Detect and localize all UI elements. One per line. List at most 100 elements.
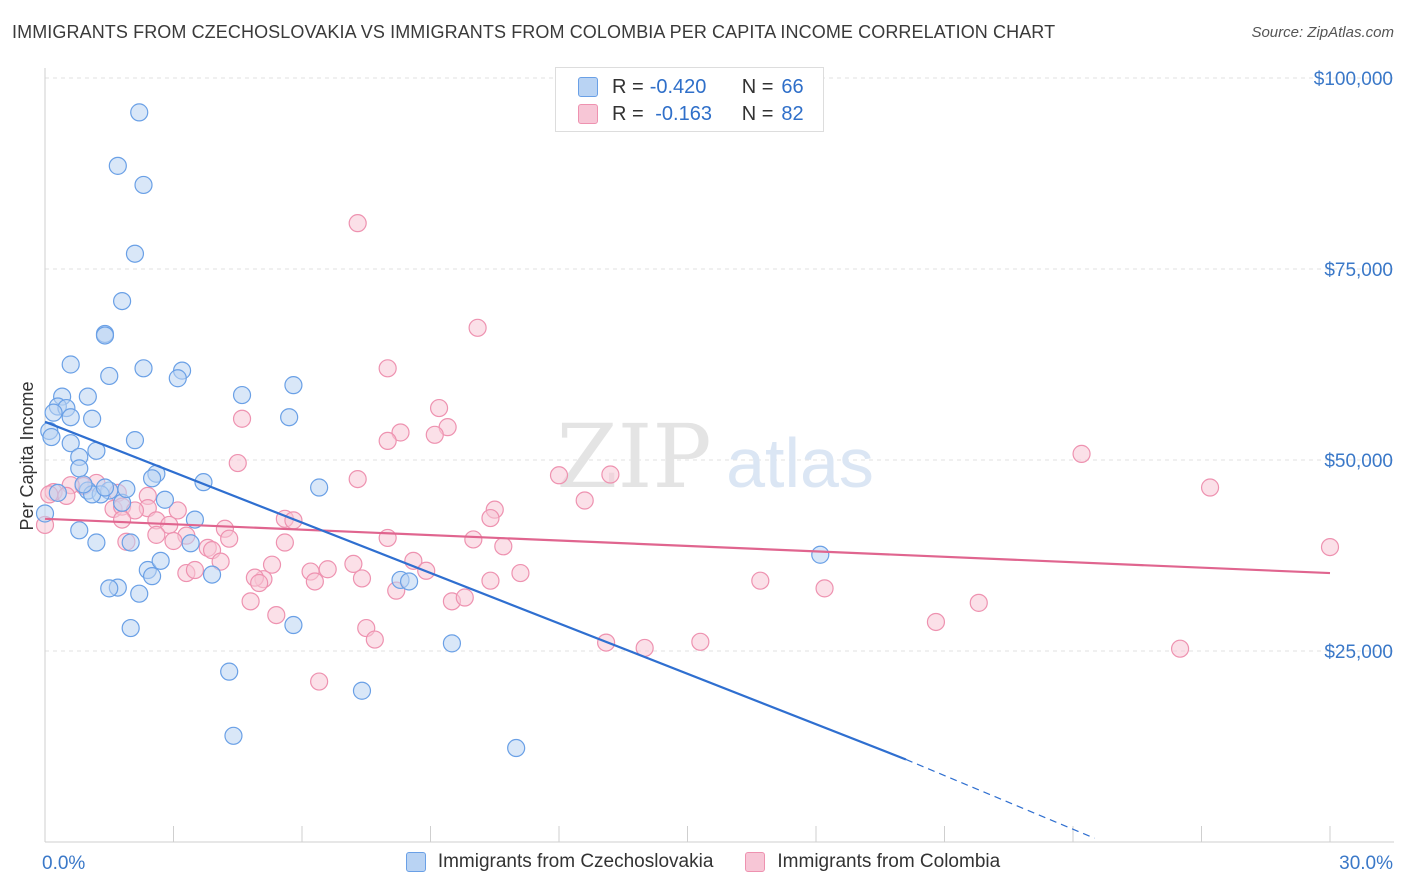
data-point	[121, 618, 140, 638]
legend-n-label: N =	[741, 102, 774, 125]
data-point	[455, 588, 474, 607]
data-point	[811, 545, 830, 564]
trend-line-czech	[44, 420, 907, 761]
data-point	[601, 465, 620, 484]
data-point	[220, 662, 239, 681]
legend-label-czech: Immigrants from Czechoslovakia	[437, 851, 714, 872]
data-point	[344, 554, 363, 574]
data-point	[318, 560, 337, 579]
data-point	[275, 533, 294, 552]
legend-swatch-czech	[578, 77, 598, 97]
data-point	[284, 615, 303, 635]
data-point	[511, 563, 530, 583]
data-point	[481, 571, 500, 590]
data-point	[95, 478, 115, 497]
data-point	[83, 409, 102, 428]
data-point	[48, 483, 67, 502]
data-point	[74, 475, 93, 494]
data-point	[815, 579, 834, 598]
data-point	[130, 584, 149, 603]
data-point	[481, 508, 500, 528]
legend-swatch-colombia	[745, 852, 766, 872]
data-point	[494, 537, 513, 556]
data-point	[87, 533, 106, 552]
legend-r-label: R =	[612, 75, 644, 98]
data-point	[468, 318, 487, 337]
data-point	[250, 573, 269, 593]
data-point	[78, 387, 97, 406]
legend-item-colombia[interactable]: Immigrants from Colombia	[745, 851, 1000, 873]
data-point	[391, 423, 410, 442]
legend-n-label: N =	[741, 75, 774, 98]
data-point	[442, 634, 462, 653]
data-point	[70, 521, 89, 540]
series-legend: Immigrants from Czechoslovakia Immigrant…	[0, 851, 1406, 873]
data-point	[1072, 444, 1091, 463]
data-point	[134, 359, 153, 378]
data-point	[232, 385, 252, 405]
data-point	[352, 681, 372, 700]
data-point	[425, 425, 444, 444]
data-point	[1170, 639, 1190, 658]
data-point	[691, 632, 710, 651]
data-point	[112, 510, 132, 529]
data-point	[220, 529, 239, 548]
data-point	[507, 738, 526, 758]
trend-line-colombia	[44, 517, 1331, 575]
data-point	[262, 555, 282, 574]
data-point	[61, 408, 80, 427]
data-point	[1320, 537, 1340, 557]
legend-n-value: 82	[781, 102, 804, 125]
data-point	[228, 453, 247, 473]
data-point	[100, 579, 119, 598]
data-point	[348, 214, 367, 233]
legend-r-value: -0.420	[649, 75, 707, 98]
data-point	[168, 501, 187, 520]
legend-item-czech[interactable]: Immigrants from Czechoslovakia	[405, 851, 714, 873]
data-point	[969, 593, 988, 612]
trend-line-czech-extension	[905, 758, 1095, 839]
data-point	[241, 592, 260, 611]
data-point	[365, 630, 384, 649]
data-point	[348, 470, 367, 489]
data-point	[121, 533, 140, 552]
data-point	[429, 398, 449, 418]
data-point	[232, 409, 252, 428]
watermark-zip: ZIP	[556, 405, 711, 508]
axis-labels: $25,000 $50,000 $75,000 $100,000 0.0% 30.0% Pe…	[17, 69, 1393, 874]
chart-title: IMMIGRANTS FROM CZECHOSLOVAKIA VS IMMIGR…	[12, 22, 1056, 42]
data-point	[751, 571, 770, 590]
data-point	[280, 408, 299, 427]
legend-label-colombia: Immigrants from Colombia	[777, 851, 1001, 872]
y-tick-label: $50,000	[1324, 451, 1393, 472]
data-point	[305, 572, 324, 591]
data-point	[134, 175, 153, 195]
data-point	[168, 369, 187, 388]
data-point	[42, 427, 61, 447]
legend-row-colombia: R = -0.163 N = 82	[578, 101, 804, 127]
data-point	[378, 431, 397, 450]
data-point	[147, 525, 166, 544]
data-point	[185, 510, 205, 529]
gridlines	[45, 77, 1394, 652]
data-point	[185, 560, 205, 580]
czech-points	[35, 103, 830, 758]
data-point	[142, 567, 162, 586]
data-point	[61, 434, 80, 453]
y-tick-label: $75,000	[1324, 260, 1393, 281]
data-point	[464, 530, 483, 549]
data-point	[70, 459, 89, 478]
x-tick-label-min: 0.0%	[42, 853, 85, 874]
data-point	[125, 431, 145, 450]
data-point	[181, 534, 200, 553]
data-point	[399, 572, 419, 591]
data-point	[130, 103, 149, 122]
watermark: ZIP atlas	[556, 405, 874, 508]
data-point	[211, 552, 230, 571]
data-point	[378, 359, 397, 378]
data-point	[164, 531, 183, 551]
data-point	[202, 565, 222, 584]
y-axis-title: Per Capita Income	[17, 381, 37, 530]
source-credit: Source: ZipAtlas.com	[1251, 24, 1394, 41]
